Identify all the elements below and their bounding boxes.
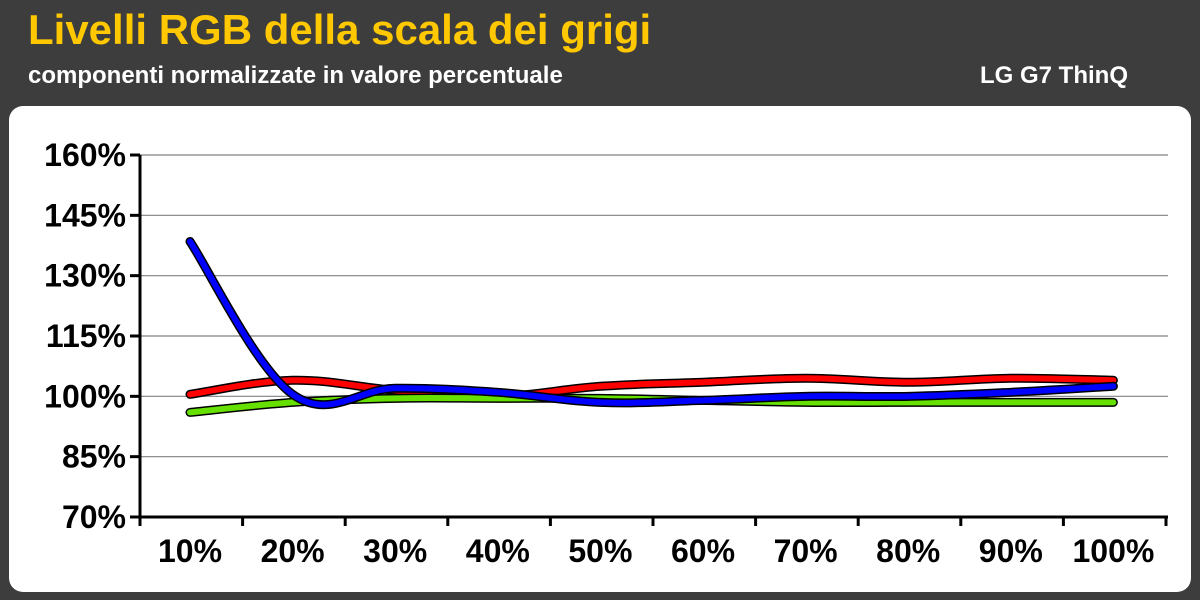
y-tick-label: 145%: [44, 197, 126, 233]
chart-title: Livelli RGB della scala dei grigi: [28, 6, 652, 53]
x-tick-label: 100%: [1072, 533, 1154, 569]
x-tick-label: 30%: [363, 533, 427, 569]
plot-panel: [9, 106, 1191, 592]
x-tick-label: 20%: [261, 533, 325, 569]
x-tick-label: 90%: [979, 533, 1043, 569]
y-tick-label: 70%: [62, 499, 126, 535]
x-tick-label: 10%: [158, 533, 222, 569]
x-tick-label: 50%: [568, 533, 632, 569]
y-tick-label: 130%: [44, 258, 126, 294]
chart-subtitle: componenti normalizzate in valore percen…: [28, 62, 563, 89]
series-line: [187, 375, 1117, 400]
y-tick-label: 115%: [46, 318, 126, 354]
x-tick-label: 60%: [671, 533, 735, 569]
y-tick-label: 85%: [62, 439, 126, 475]
x-tick-label: 40%: [466, 533, 530, 569]
y-tick-label: 160%: [44, 137, 126, 173]
chart-header: Livelli RGB della scala dei grigi compon…: [0, 0, 1200, 100]
device-label: LG G7 ThinQ: [980, 62, 1128, 89]
series-line: [187, 238, 1117, 408]
x-tick-label: 80%: [876, 533, 940, 569]
y-tick-label: 100%: [44, 378, 126, 414]
x-tick-label: 70%: [774, 533, 838, 569]
